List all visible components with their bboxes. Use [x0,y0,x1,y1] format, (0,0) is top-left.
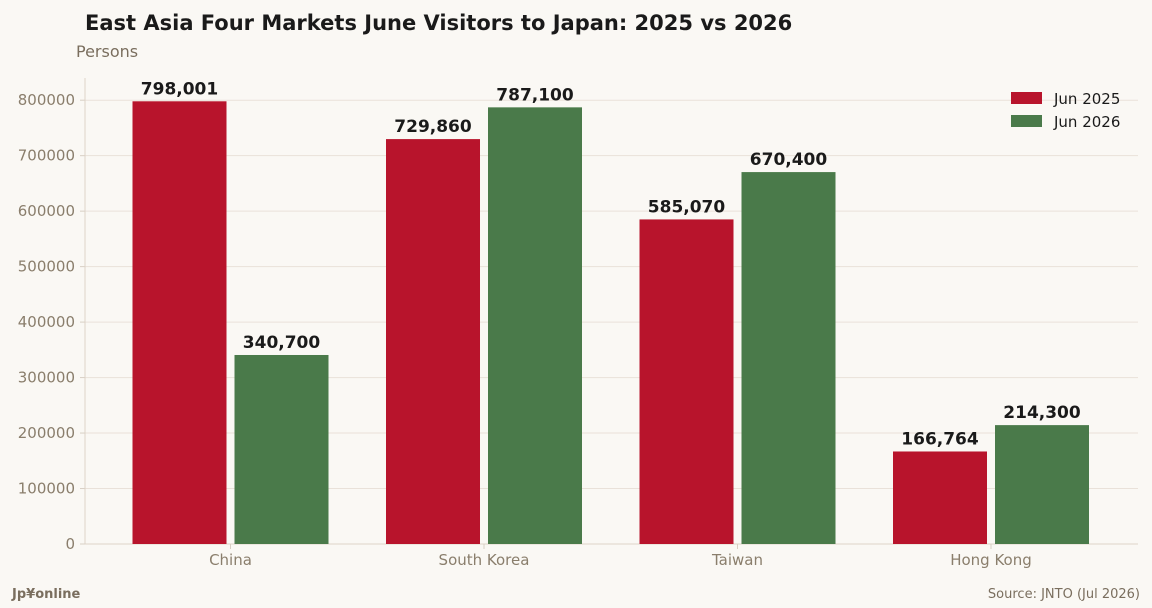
bar-value-label: 729,860 [394,117,472,137]
y-tick-label: 100000 [18,480,75,498]
bar-chart: 0 100000 200000 300000 400000 500000 600000 700… [18,78,1138,569]
bar-jun-2026 [995,425,1089,544]
brand-logo-text: Jp¥online [12,587,81,602]
legend-label: Jun 2026 [1053,113,1120,131]
bar-jun-2026 [741,172,836,544]
bar-value-label: 670,400 [750,150,828,170]
bar-value-label: 214,300 [1003,403,1081,423]
legend-label: Jun 2025 [1053,90,1120,108]
y-tick-label: 700000 [18,147,75,165]
y-tick-label: 200000 [18,424,75,442]
bar-jun-2025 [893,451,987,544]
y-tick-label: 400000 [18,313,75,331]
legend-swatch [1011,92,1042,104]
legend-swatch [1011,115,1042,127]
y-tick-label: 0 [65,535,75,553]
bar-jun-2026 [488,107,582,545]
bar-value-label: 798,001 [141,79,218,99]
bar-value-label: 340,700 [243,333,321,353]
source-note: Source: JNTO (Jul 2026) [987,587,1140,602]
x-tick-label: China [209,551,252,569]
bar-jun-2025 [386,139,480,544]
y-tick-label: 600000 [18,202,75,220]
x-tick-label: South Korea [439,551,530,569]
bar-value-label: 787,100 [496,85,574,105]
bar-value-label: 166,764 [901,429,979,449]
bar-jun-2025 [132,101,227,545]
bar-value-label: 585,070 [648,197,726,217]
y-tick-label: 500000 [18,258,75,276]
y-tick-label: 300000 [18,369,75,387]
chart-title: East Asia Four Markets June Visitors to … [85,11,793,35]
x-tick-label: Hong Kong [950,551,1032,569]
bar-jun-2025 [639,219,734,544]
x-tick-label: Taiwan [711,551,763,569]
y-tick-label: 800000 [18,91,75,109]
y-axis-unit-label: Persons [76,42,139,61]
bar-jun-2026 [234,354,329,544]
